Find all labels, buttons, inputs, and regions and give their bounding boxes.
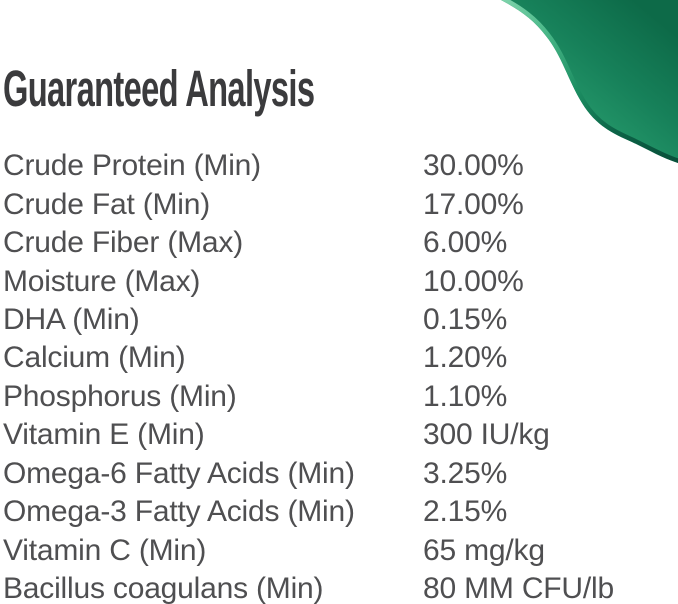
table-row: Crude Protein (Min) 30.00% bbox=[3, 147, 663, 185]
nutrient-label: Crude Fat (Min) bbox=[3, 187, 211, 221]
nutrient-label: Crude Protein (Min) bbox=[3, 149, 261, 183]
table-row: Calcium (Min) 1.20% bbox=[3, 339, 663, 377]
nutrient-value: 17.00% bbox=[423, 187, 524, 221]
table-row: Phosphorus (Min) 1.10% bbox=[3, 378, 663, 416]
nutrient-label: Calcium (Min) bbox=[3, 341, 186, 375]
nutrient-label: Bacillus coagulans (Min) bbox=[3, 572, 324, 604]
nutrient-label: Phosphorus (Min) bbox=[3, 379, 237, 413]
nutrient-label: Omega-6 Fatty Acids (Min) bbox=[3, 456, 355, 490]
nutrient-value: 3.25% bbox=[423, 456, 508, 490]
nutrient-label: Omega-3 Fatty Acids (Min) bbox=[3, 495, 355, 529]
nutrient-value: 80 MM CFU/lb bbox=[423, 572, 614, 604]
nutrient-value: 0.15% bbox=[423, 302, 508, 336]
nutrient-value: 30.00% bbox=[423, 149, 524, 183]
nutrient-value: 10.00% bbox=[423, 264, 524, 298]
nutrient-label: DHA (Min) bbox=[3, 302, 140, 336]
table-row: Crude Fiber (Max) 6.00% bbox=[3, 224, 663, 262]
table-row: DHA (Min) 0.15% bbox=[3, 301, 663, 339]
table-row: Omega-3 Fatty Acids (Min) 2.15% bbox=[3, 493, 663, 531]
page-title: Guaranteed Analysis bbox=[3, 60, 315, 117]
nutrient-value: 1.20% bbox=[423, 341, 508, 375]
nutrient-value: 6.00% bbox=[423, 226, 508, 260]
nutrient-value: 300 IU/kg bbox=[423, 418, 550, 452]
nutrient-value: 65 mg/kg bbox=[423, 533, 545, 567]
table-row: Bacillus coagulans (Min) 80 MM CFU/lb bbox=[3, 570, 663, 604]
nutrient-value: 1.10% bbox=[423, 379, 508, 413]
table-row: Omega-6 Fatty Acids (Min) 3.25% bbox=[3, 455, 663, 493]
analysis-table: Crude Protein (Min) 30.00% Crude Fat (Mi… bbox=[3, 147, 663, 604]
nutrient-label: Vitamin C (Min) bbox=[3, 533, 207, 567]
nutrient-label: Crude Fiber (Max) bbox=[3, 226, 243, 260]
table-row: Vitamin C (Min) 65 mg/kg bbox=[3, 531, 663, 569]
table-row: Vitamin E (Min) 300 IU/kg bbox=[3, 416, 663, 454]
nutrient-value: 2.15% bbox=[423, 495, 508, 529]
table-row: Moisture (Max) 10.00% bbox=[3, 262, 663, 300]
table-row: Crude Fat (Min) 17.00% bbox=[3, 185, 663, 223]
nutrient-label: Moisture (Max) bbox=[3, 264, 201, 298]
nutrient-label: Vitamin E (Min) bbox=[3, 418, 205, 452]
